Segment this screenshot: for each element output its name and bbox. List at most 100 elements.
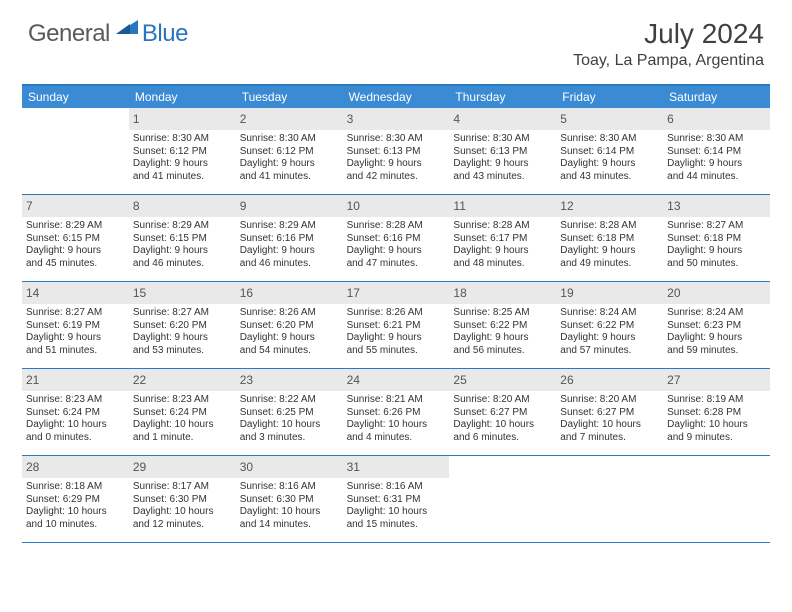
info-line: Sunrise: 8:20 AM [560,394,659,407]
info-line: Sunset: 6:15 PM [26,233,125,246]
day-number: 18 [453,286,466,300]
daynum-row: 9 [236,195,343,217]
info-line: Daylight: 9 hours [560,245,659,258]
info-line: Daylight: 9 hours [347,245,446,258]
info-line: Sunrise: 8:27 AM [133,307,232,320]
daynum-row: 29 [129,456,236,478]
info-line: Sunrise: 8:23 AM [133,394,232,407]
info-line: Daylight: 10 hours [347,506,446,519]
daynum-row: 30 [236,456,343,478]
info-line: Sunrise: 8:28 AM [560,220,659,233]
info-line: Sunset: 6:30 PM [133,494,232,507]
day-cell [449,456,556,542]
info-line: Sunrise: 8:30 AM [347,133,446,146]
info-line: Daylight: 10 hours [240,419,339,432]
info-line: and 48 minutes. [453,258,552,271]
day-number: 12 [560,199,573,213]
info-line: Sunset: 6:16 PM [347,233,446,246]
daynum-row: 2 [236,108,343,130]
info-line: Daylight: 9 hours [347,332,446,345]
info-line: Sunrise: 8:29 AM [240,220,339,233]
day-cell: 19Sunrise: 8:24 AMSunset: 6:22 PMDayligh… [556,282,663,368]
daynum-row: 6 [663,108,770,130]
daynum-row: 25 [449,369,556,391]
day-cell: 15Sunrise: 8:27 AMSunset: 6:20 PMDayligh… [129,282,236,368]
day-number: 24 [347,373,360,387]
day-cell: 6Sunrise: 8:30 AMSunset: 6:14 PMDaylight… [663,108,770,194]
month-title: July 2024 [573,18,764,50]
info-line: Daylight: 9 hours [133,158,232,171]
info-line: Sunrise: 8:27 AM [667,220,766,233]
day-number: 22 [133,373,146,387]
day-number: 25 [453,373,466,387]
info-line: and 14 minutes. [240,519,339,532]
day-number: 17 [347,286,360,300]
day-header: Tuesday [236,86,343,108]
info-line: Daylight: 10 hours [26,506,125,519]
info-line: and 1 minute. [133,432,232,445]
day-number: 23 [240,373,253,387]
day-cell: 20Sunrise: 8:24 AMSunset: 6:23 PMDayligh… [663,282,770,368]
info-line: Daylight: 9 hours [453,158,552,171]
info-line: Sunset: 6:31 PM [347,494,446,507]
info-line: Daylight: 9 hours [133,332,232,345]
calendar: Sunday Monday Tuesday Wednesday Thursday… [22,84,770,543]
day-cell: 12Sunrise: 8:28 AMSunset: 6:18 PMDayligh… [556,195,663,281]
day-number: 3 [347,112,354,126]
day-cell: 30Sunrise: 8:16 AMSunset: 6:30 PMDayligh… [236,456,343,542]
info-line: Sunset: 6:19 PM [26,320,125,333]
info-line: Sunset: 6:29 PM [26,494,125,507]
info-line: Daylight: 10 hours [560,419,659,432]
day-number: 20 [667,286,680,300]
day-number: 28 [26,460,39,474]
day-cell: 14Sunrise: 8:27 AMSunset: 6:19 PMDayligh… [22,282,129,368]
day-cell [663,456,770,542]
daynum-row: 12 [556,195,663,217]
daynum-row: 11 [449,195,556,217]
day-cell: 11Sunrise: 8:28 AMSunset: 6:17 PMDayligh… [449,195,556,281]
info-line: and 4 minutes. [347,432,446,445]
info-line: Sunrise: 8:29 AM [133,220,232,233]
info-line: Daylight: 10 hours [453,419,552,432]
info-line: Sunset: 6:13 PM [347,146,446,159]
day-cell: 24Sunrise: 8:21 AMSunset: 6:26 PMDayligh… [343,369,450,455]
day-number: 31 [347,460,360,474]
day-number: 29 [133,460,146,474]
info-line: Sunrise: 8:25 AM [453,307,552,320]
info-line: Sunrise: 8:30 AM [133,133,232,146]
info-line: Sunset: 6:15 PM [133,233,232,246]
daynum-row: 17 [343,282,450,304]
location: Toay, La Pampa, Argentina [573,52,764,70]
info-line: Sunset: 6:21 PM [347,320,446,333]
info-line: Sunrise: 8:30 AM [560,133,659,146]
info-line: Daylight: 10 hours [133,506,232,519]
day-header: Sunday [22,86,129,108]
day-number: 9 [240,199,247,213]
info-line: Daylight: 9 hours [240,245,339,258]
day-number: 5 [560,112,567,126]
day-cell: 10Sunrise: 8:28 AMSunset: 6:16 PMDayligh… [343,195,450,281]
info-line: Sunrise: 8:21 AM [347,394,446,407]
info-line: Sunset: 6:23 PM [667,320,766,333]
info-line: Daylight: 9 hours [26,245,125,258]
day-number: 7 [26,199,33,213]
info-line: Sunset: 6:22 PM [560,320,659,333]
info-line: Sunset: 6:17 PM [453,233,552,246]
day-cell: 28Sunrise: 8:18 AMSunset: 6:29 PMDayligh… [22,456,129,542]
daynum-row: 13 [663,195,770,217]
day-header: Saturday [663,86,770,108]
info-line: Sunrise: 8:26 AM [240,307,339,320]
info-line: Daylight: 10 hours [26,419,125,432]
info-line: and 43 minutes. [560,171,659,184]
day-cell: 23Sunrise: 8:22 AMSunset: 6:25 PMDayligh… [236,369,343,455]
info-line: Sunset: 6:20 PM [133,320,232,333]
logo: General Blue [28,18,188,49]
info-line: and 7 minutes. [560,432,659,445]
day-cell: 25Sunrise: 8:20 AMSunset: 6:27 PMDayligh… [449,369,556,455]
info-line: Sunrise: 8:29 AM [26,220,125,233]
info-line: and 43 minutes. [453,171,552,184]
day-number: 16 [240,286,253,300]
info-line: Sunrise: 8:28 AM [347,220,446,233]
day-cell: 18Sunrise: 8:25 AMSunset: 6:22 PMDayligh… [449,282,556,368]
info-line: Sunset: 6:20 PM [240,320,339,333]
